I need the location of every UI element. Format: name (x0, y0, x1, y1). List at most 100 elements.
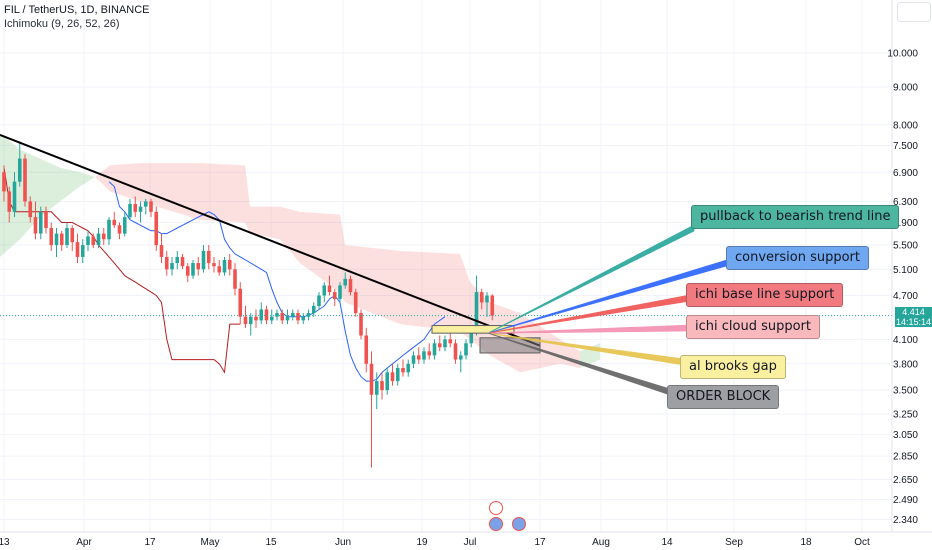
time-axis[interactable]: 13 Apr 17 May 15 Jun 19 Jul 17 Aug 14 Sep 18 Oct (0, 531, 932, 548)
candle-body (154, 211, 159, 246)
price-tick-label: 10.000 (887, 49, 918, 60)
time-tick-label: Jun (335, 537, 351, 548)
candle-body (269, 316, 274, 321)
time-tick-label: Jul (464, 537, 477, 548)
callout-cloud-support[interactable]: ichi cloud support (686, 315, 820, 339)
candle-body (290, 313, 295, 317)
callout-base-line-support[interactable]: ichi base line support (686, 283, 844, 307)
price-axis[interactable]: 10.000 9.000 8.000 7.500 6.900 6.300 5.900 5.50… (887, 0, 918, 532)
candle-body (385, 372, 390, 391)
candle-body (217, 266, 222, 273)
candle-body (65, 228, 69, 246)
price-tick-label: 2.850 (893, 452, 918, 463)
candle-body (485, 295, 489, 303)
price-tick-label: 2.490 (893, 495, 918, 506)
candle-body (416, 355, 421, 360)
candle-body (180, 256, 185, 267)
dividend-event-icon[interactable] (489, 501, 503, 515)
candle-body (112, 219, 117, 226)
candle-body (38, 211, 43, 234)
order-block-box (479, 337, 541, 354)
candle-body (175, 256, 180, 264)
symbol-title[interactable]: FIL / TetherUS, 1D, BINANCE (4, 4, 150, 16)
price-tick-label: 4.100 (893, 335, 918, 346)
price-tick-label: 5.500 (893, 241, 918, 252)
conversion-line (108, 181, 446, 382)
candle-body (359, 313, 363, 336)
callout-trendline-pullback[interactable]: pullback to bearish trend line (691, 205, 900, 229)
bar-countdown: 14:15:14 (895, 317, 932, 327)
candle-body (406, 363, 411, 373)
chart-grid (0, 0, 892, 532)
candle-body (443, 339, 447, 348)
candle-body (28, 201, 33, 218)
candle-body (322, 285, 327, 296)
candle-body (259, 309, 264, 321)
chart-settings-button[interactable] (897, 2, 931, 22)
time-tick-label: 14 (661, 537, 673, 548)
candle-body (164, 256, 169, 270)
candle-body (490, 295, 495, 316)
candle-body (185, 266, 190, 276)
candle-body (159, 245, 164, 257)
candle-body (353, 292, 358, 314)
candle-body (301, 316, 306, 321)
candle-body (437, 343, 442, 348)
candle-body (149, 201, 153, 212)
indicator-legend[interactable]: Ichimoku (9, 26, 52, 26) (4, 18, 120, 30)
callout-conversion-support[interactable]: conversion support (726, 246, 869, 270)
candle-body (280, 313, 285, 321)
candle-body (395, 368, 400, 382)
candle-body (458, 355, 463, 360)
candle-body (317, 295, 321, 306)
candle-body (233, 269, 237, 289)
candle-body (390, 372, 395, 382)
time-tick-label: 15 (265, 537, 277, 548)
candle-body (254, 316, 258, 321)
drawing-layer[interactable] (0, 134, 892, 396)
time-tick-label: 17 (144, 537, 156, 548)
candle-body (327, 285, 332, 293)
candle-body (117, 225, 122, 234)
callout-order-block[interactable]: ORDER BLOCK (667, 385, 780, 409)
price-tick-label: 2.340 (893, 515, 918, 526)
candle-body (243, 316, 248, 325)
candle-body (17, 158, 22, 182)
candle-body (248, 316, 253, 325)
candle-body (128, 204, 132, 218)
us-flag-event-icon[interactable] (512, 517, 526, 531)
candle-body (2, 172, 6, 192)
price-tick-label: 2.650 (893, 475, 918, 486)
time-tick-label: 19 (416, 537, 428, 548)
price-tick-label: 3.800 (893, 359, 918, 370)
candle-body (49, 228, 54, 246)
candle-body (206, 250, 211, 264)
candle-body (264, 309, 269, 321)
candle-body (12, 181, 17, 212)
us-flag-event-icon[interactable] (489, 517, 503, 531)
candle-body (80, 245, 85, 257)
price-tick-label: 3.050 (893, 430, 918, 441)
base-line (3, 167, 241, 374)
candle-body (133, 204, 138, 212)
candle-body (170, 263, 174, 270)
candle-body (422, 351, 426, 360)
candle-body (191, 263, 195, 276)
candle-body (96, 233, 101, 246)
callout-al-brooks-gap[interactable]: al brooks gap (680, 355, 786, 379)
candle-body (91, 236, 96, 246)
candle-body (222, 259, 227, 273)
last-price-value: 4.414 (902, 307, 925, 317)
price-tick-label: 6.300 (893, 197, 918, 208)
candle-body (201, 250, 206, 270)
time-tick-label: Sep (725, 537, 743, 548)
time-tick-label: May (201, 537, 220, 548)
candle-body (59, 233, 64, 246)
candle-body (343, 278, 348, 286)
candlestick-series (2, 141, 495, 468)
candle-body (138, 206, 143, 212)
price-tick-label: 3.250 (893, 409, 918, 420)
time-tick-label: 18 (800, 537, 812, 548)
candle-body (338, 285, 342, 299)
